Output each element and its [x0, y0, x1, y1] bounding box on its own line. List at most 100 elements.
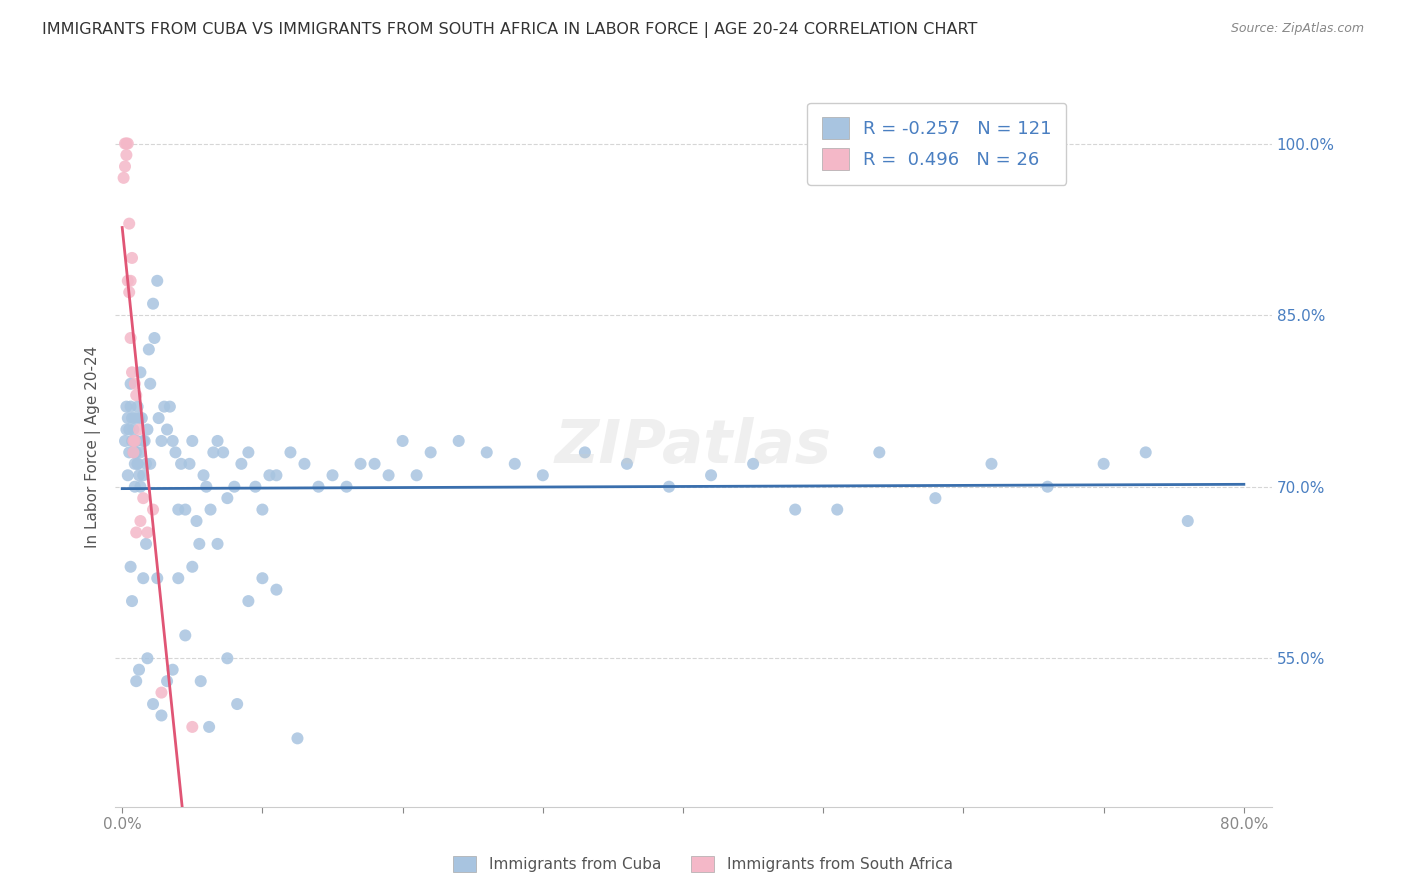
- Point: [135, 457, 157, 471]
- Point: [122, 445, 145, 459]
- Point: [658, 480, 681, 494]
- Point: [117, 468, 139, 483]
- Point: [121, 411, 143, 425]
- Point: [121, 365, 143, 379]
- Point: [294, 457, 316, 471]
- Point: [226, 697, 249, 711]
- Point: [391, 434, 413, 448]
- Point: [150, 708, 173, 723]
- Point: [125, 445, 148, 459]
- Point: [142, 502, 165, 516]
- Point: [136, 423, 159, 437]
- Point: [124, 411, 146, 425]
- Point: [120, 559, 142, 574]
- Point: [129, 445, 152, 459]
- Point: [287, 731, 309, 746]
- Point: [742, 457, 765, 471]
- Point: [188, 537, 211, 551]
- Point: [142, 697, 165, 711]
- Point: [202, 445, 225, 459]
- Point: [127, 457, 149, 471]
- Point: [363, 457, 385, 471]
- Point: [181, 720, 204, 734]
- Point: [128, 468, 150, 483]
- Point: [186, 514, 208, 528]
- Point: [122, 445, 145, 459]
- Point: [117, 136, 139, 151]
- Point: [118, 217, 141, 231]
- Point: [212, 445, 235, 459]
- Point: [146, 571, 169, 585]
- Point: [162, 434, 184, 448]
- Text: ZIPatlas: ZIPatlas: [555, 417, 832, 476]
- Point: [114, 160, 136, 174]
- Point: [121, 594, 143, 608]
- Point: [118, 285, 141, 300]
- Legend: R = -0.257   N = 121, R =  0.496   N = 26: R = -0.257 N = 121, R = 0.496 N = 26: [807, 103, 1066, 185]
- Point: [125, 674, 148, 689]
- Point: [217, 651, 239, 665]
- Point: [114, 136, 136, 151]
- Point: [143, 331, 166, 345]
- Point: [122, 434, 145, 448]
- Point: [125, 388, 148, 402]
- Point: [224, 480, 246, 494]
- Point: [139, 457, 162, 471]
- Point: [112, 170, 135, 185]
- Point: [128, 411, 150, 425]
- Point: [138, 343, 160, 357]
- Point: [150, 685, 173, 699]
- Point: [217, 491, 239, 505]
- Point: [120, 331, 142, 345]
- Point: [150, 434, 173, 448]
- Point: [117, 274, 139, 288]
- Point: [136, 525, 159, 540]
- Point: [129, 480, 152, 494]
- Point: [122, 434, 145, 448]
- Point: [132, 571, 155, 585]
- Point: [156, 674, 179, 689]
- Point: [115, 148, 138, 162]
- Point: [153, 400, 176, 414]
- Point: [195, 480, 218, 494]
- Point: [700, 468, 723, 483]
- Text: IMMIGRANTS FROM CUBA VS IMMIGRANTS FROM SOUTH AFRICA IN LABOR FORCE | AGE 20-24 : IMMIGRANTS FROM CUBA VS IMMIGRANTS FROM …: [42, 22, 977, 38]
- Point: [125, 525, 148, 540]
- Point: [148, 411, 170, 425]
- Point: [167, 571, 190, 585]
- Point: [127, 400, 149, 414]
- Point: [238, 445, 260, 459]
- Point: [121, 434, 143, 448]
- Point: [924, 491, 946, 505]
- Point: [198, 720, 221, 734]
- Point: [321, 468, 343, 483]
- Point: [419, 445, 441, 459]
- Point: [120, 274, 142, 288]
- Point: [447, 434, 470, 448]
- Point: [135, 537, 157, 551]
- Point: [207, 537, 229, 551]
- Point: [118, 445, 141, 459]
- Point: [117, 411, 139, 425]
- Point: [475, 445, 498, 459]
- Point: [128, 423, 150, 437]
- Point: [136, 651, 159, 665]
- Point: [162, 663, 184, 677]
- Point: [120, 400, 142, 414]
- Point: [124, 434, 146, 448]
- Point: [179, 457, 201, 471]
- Legend: Immigrants from Cuba, Immigrants from South Africa: Immigrants from Cuba, Immigrants from So…: [446, 848, 960, 880]
- Point: [156, 423, 179, 437]
- Point: [259, 468, 281, 483]
- Point: [134, 434, 156, 448]
- Point: [503, 457, 526, 471]
- Point: [120, 376, 142, 391]
- Point: [252, 502, 274, 516]
- Point: [125, 434, 148, 448]
- Point: [252, 571, 274, 585]
- Point: [115, 423, 138, 437]
- Point: [266, 582, 288, 597]
- Point: [124, 457, 146, 471]
- Text: Source: ZipAtlas.com: Source: ZipAtlas.com: [1230, 22, 1364, 36]
- Point: [616, 457, 638, 471]
